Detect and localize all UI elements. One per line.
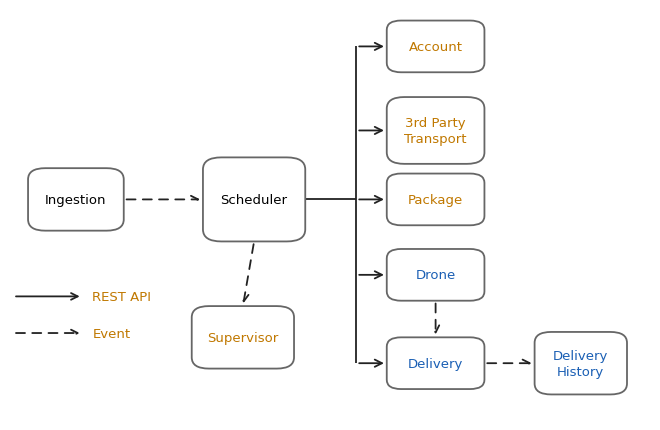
Text: Supervisor: Supervisor: [207, 331, 279, 344]
FancyBboxPatch shape: [203, 158, 305, 242]
Text: Delivery: Delivery: [408, 357, 463, 370]
FancyBboxPatch shape: [387, 98, 484, 165]
FancyBboxPatch shape: [387, 249, 484, 301]
FancyBboxPatch shape: [28, 169, 124, 231]
Text: REST API: REST API: [92, 290, 151, 303]
Text: Ingestion: Ingestion: [45, 194, 107, 206]
Text: 3rd Party
Transport: 3rd Party Transport: [405, 117, 467, 146]
Text: Event: Event: [92, 327, 131, 340]
FancyBboxPatch shape: [387, 174, 484, 226]
FancyBboxPatch shape: [387, 22, 484, 73]
Text: Delivery
History: Delivery History: [553, 349, 609, 378]
Text: Scheduler: Scheduler: [220, 194, 288, 206]
FancyBboxPatch shape: [191, 306, 294, 369]
Text: Account: Account: [409, 41, 463, 54]
Text: Drone: Drone: [416, 269, 455, 282]
FancyBboxPatch shape: [387, 338, 484, 389]
Text: Package: Package: [408, 194, 463, 206]
FancyBboxPatch shape: [535, 332, 627, 395]
